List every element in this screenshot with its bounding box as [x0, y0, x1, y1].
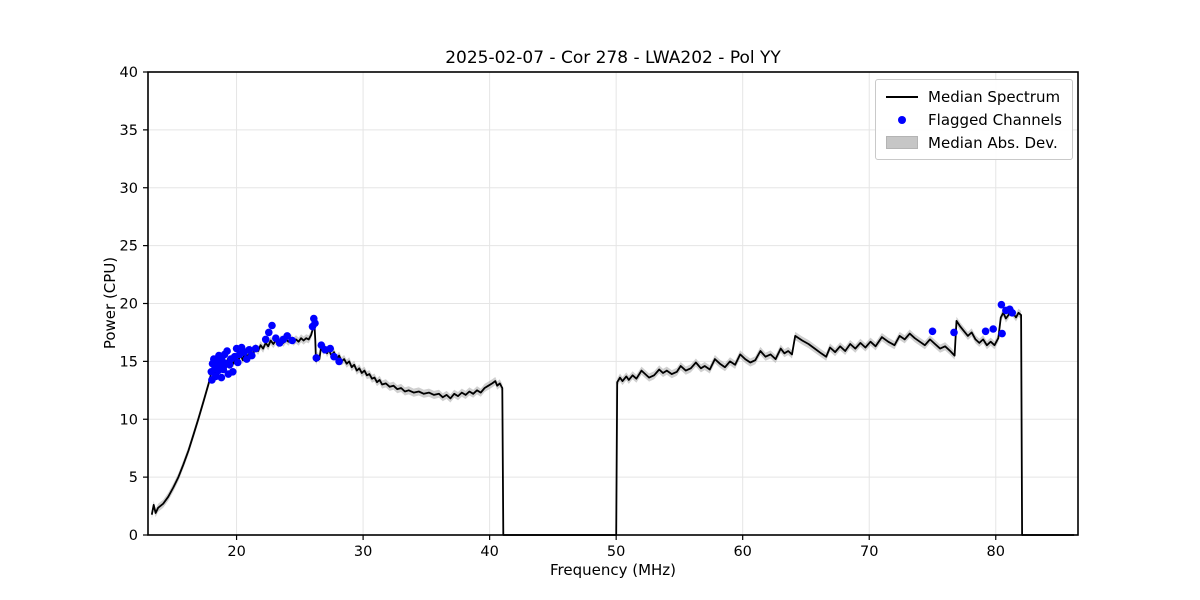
legend-entry-median-abs-dev: Median Abs. Dev.	[885, 133, 1062, 152]
x-tick-label: 80	[987, 544, 1005, 560]
y-tick-label: 25	[120, 239, 138, 255]
legend-entry-median-spectrum: Median Spectrum	[885, 87, 1062, 106]
flagged-channel-marker	[217, 373, 226, 382]
y-tick-label: 35	[120, 123, 138, 139]
flagged-channel-marker	[928, 327, 937, 336]
flagged-channels-dot-icon	[885, 115, 919, 124]
flagged-channel-marker	[998, 329, 1006, 338]
legend-entry-flagged-channels: Flagged Channels	[885, 110, 1062, 129]
legend-label: Median Spectrum	[928, 87, 1061, 106]
x-tick-label: 30	[354, 544, 372, 560]
flagged-channel-marker	[229, 368, 237, 376]
flagged-channel-marker	[330, 352, 338, 361]
flagged-channel-marker	[245, 346, 253, 354]
flagged-channel-marker	[312, 354, 321, 362]
median-spectrum-line-icon	[885, 95, 919, 98]
flagged-channel-marker	[211, 372, 220, 381]
flagged-channel-marker	[251, 344, 260, 353]
flagged-channel-marker	[1008, 309, 1016, 317]
x-tick-label: 70	[860, 544, 878, 560]
flagged-channel-marker	[288, 336, 297, 345]
flagged-channel-marker	[223, 347, 231, 355]
flagged-channel-marker	[268, 321, 276, 330]
flagged-channel-marker	[950, 328, 958, 337]
y-tick-label: 5	[129, 470, 138, 486]
x-tick-label: 50	[607, 544, 625, 560]
y-tick-label: 0	[129, 528, 138, 544]
y-tick-label: 40	[120, 65, 138, 81]
flagged-channel-marker	[997, 300, 1006, 309]
median-abs-dev-band	[617, 305, 1022, 387]
x-tick-label: 40	[480, 544, 498, 560]
flagged-channel-marker	[335, 357, 343, 366]
flagged-channel-marker	[326, 344, 335, 353]
flagged-channel-marker	[981, 327, 990, 336]
flagged-channel-marker	[283, 332, 292, 340]
legend-label: Flagged Channels	[928, 110, 1062, 129]
median-abs-dev-patch-icon	[885, 136, 919, 149]
x-axis-label: Frequency (MHz)	[549, 561, 677, 579]
y-tick-label: 10	[120, 412, 138, 428]
flagged-channel-marker	[248, 351, 256, 360]
x-tick-label: 20	[227, 544, 245, 560]
y-tick-label: 30	[120, 181, 138, 197]
y-axis-label: Power (CPU)	[101, 256, 119, 350]
flagged-channel-marker	[989, 325, 997, 333]
flagged-channel-marker	[311, 319, 319, 328]
flagged-channel-marker	[234, 358, 242, 367]
x-tick-label: 60	[733, 544, 751, 560]
legend: Median Spectrum Flagged Channels Median …	[875, 79, 1073, 160]
flagged-channel-marker	[261, 335, 270, 344]
flagged-channel-marker	[219, 365, 228, 374]
chart-title: 2025-02-07 - Cor 278 - LWA202 - Pol YY	[445, 48, 781, 68]
flagged-channel-marker	[265, 328, 273, 337]
flagged-channel-marker	[225, 361, 234, 369]
y-tick-label: 15	[120, 354, 138, 370]
legend-label: Median Abs. Dev.	[928, 133, 1058, 152]
y-tick-label: 20	[120, 297, 138, 313]
